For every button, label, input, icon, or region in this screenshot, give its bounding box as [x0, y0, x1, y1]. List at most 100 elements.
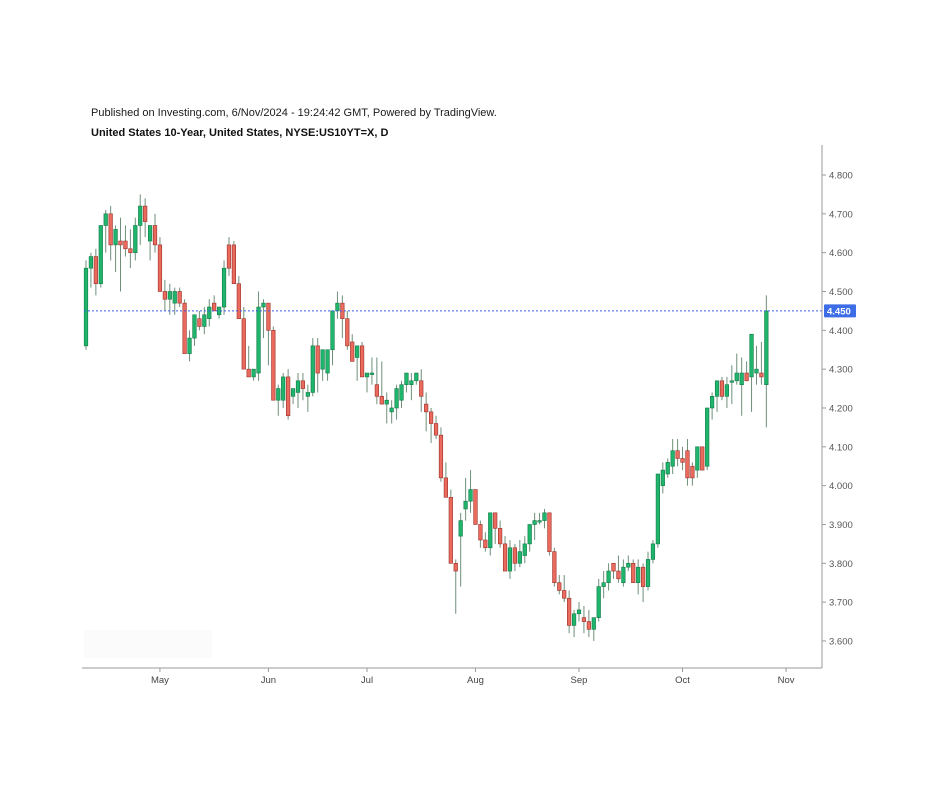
candle-up: [764, 310, 769, 385]
candle-down: [271, 330, 276, 401]
candle-down: [744, 372, 749, 382]
y-tick-label: 3.600: [829, 636, 853, 647]
candle-down: [379, 396, 384, 405]
candle-down: [547, 512, 552, 552]
candle-up: [276, 388, 281, 401]
y-tick-label: 3.800: [829, 559, 853, 570]
y-tick-label: 4.000: [829, 481, 853, 492]
candle-up: [488, 512, 493, 549]
candle-up: [138, 205, 143, 226]
candle-up: [655, 473, 660, 545]
candle-up: [192, 314, 197, 339]
candle-down: [182, 302, 187, 354]
candle-down: [231, 244, 237, 285]
watermark-area: [84, 630, 212, 658]
candle-up: [522, 543, 527, 556]
candle-up: [705, 407, 710, 467]
candle-up: [98, 225, 103, 285]
candle-down: [438, 434, 444, 479]
candle-up: [626, 562, 631, 568]
candle-down: [719, 380, 725, 397]
candle-up: [409, 380, 414, 385]
candle-up: [384, 399, 389, 405]
x-tick-label: Nov: [778, 675, 795, 686]
x-axis: May Jun Jul Aug Sep Oct Nov: [82, 667, 822, 686]
candle-down: [552, 551, 557, 584]
y-tick-label: 4.800: [829, 171, 853, 182]
candle-up: [167, 291, 172, 300]
candle-down: [700, 446, 705, 471]
last-price-label: 4.450: [827, 306, 851, 317]
candle-down: [241, 318, 246, 370]
candle-up: [305, 392, 310, 397]
x-tick-label: Jun: [261, 675, 276, 686]
candle-down: [236, 283, 241, 319]
candle-down: [443, 477, 448, 498]
candle-up: [202, 314, 207, 327]
candle-down: [448, 496, 453, 564]
candle-up: [369, 372, 375, 375]
candle-down: [118, 240, 123, 246]
candle-up: [576, 609, 582, 615]
candle-up: [88, 256, 94, 269]
y-axis: 4.800 4.700 4.600 4.500 4.400 4.300 4.200 4.100…: [821, 145, 856, 668]
candle-up: [83, 267, 89, 347]
candle-up: [389, 407, 394, 413]
candle-up: [172, 291, 177, 304]
candle-up: [133, 225, 138, 253]
candle-up: [355, 345, 360, 358]
candle-up: [394, 388, 399, 409]
candle-down: [152, 225, 158, 246]
candle-down: [690, 465, 695, 479]
candle-down: [286, 376, 291, 417]
candle-down: [473, 489, 478, 525]
candle-down: [640, 566, 646, 587]
candle-up: [281, 376, 286, 401]
candle-up: [364, 372, 370, 378]
y-tick-label: 4.600: [829, 248, 853, 259]
candle-up: [207, 306, 212, 319]
candle-up: [729, 380, 734, 383]
x-tick-label: Jul: [361, 675, 373, 686]
last-price-badge: 4.450: [824, 304, 856, 318]
candle-down: [611, 562, 616, 572]
candle-up: [636, 566, 641, 584]
candle-up: [113, 229, 118, 246]
candle-down: [631, 562, 636, 584]
candle-up: [621, 566, 626, 584]
candle-down: [128, 248, 133, 253]
candle-up: [399, 384, 404, 401]
y-tick-label: 4.500: [829, 287, 853, 298]
candle-down: [157, 244, 163, 292]
candle-up: [517, 551, 522, 564]
candle-up: [507, 547, 513, 572]
candle-down: [562, 590, 567, 599]
candle-down: [197, 318, 202, 327]
y-tick-label: 4.300: [829, 365, 853, 376]
candle-up: [290, 388, 296, 397]
candle-up: [670, 450, 675, 467]
candle-up: [591, 617, 596, 630]
x-tick-label: May: [151, 675, 169, 686]
candle-up: [542, 512, 547, 521]
candle-up: [463, 500, 468, 510]
candle-down: [616, 570, 621, 580]
candle-down: [212, 302, 217, 312]
candle-up: [749, 333, 754, 378]
candle-up: [103, 213, 108, 226]
candle-up: [147, 225, 153, 242]
candle-up: [571, 613, 577, 626]
candle-down: [143, 205, 148, 222]
candle-up: [221, 267, 227, 308]
candle-down: [675, 450, 680, 459]
candle-down: [685, 450, 690, 479]
candle-down: [315, 345, 320, 374]
candle-up: [320, 349, 325, 370]
candle-down: [557, 582, 562, 591]
candle-up: [739, 372, 744, 385]
candle-up: [330, 310, 335, 351]
candle-up: [261, 302, 266, 308]
candle-down: [177, 291, 182, 304]
candle-down: [433, 423, 439, 436]
